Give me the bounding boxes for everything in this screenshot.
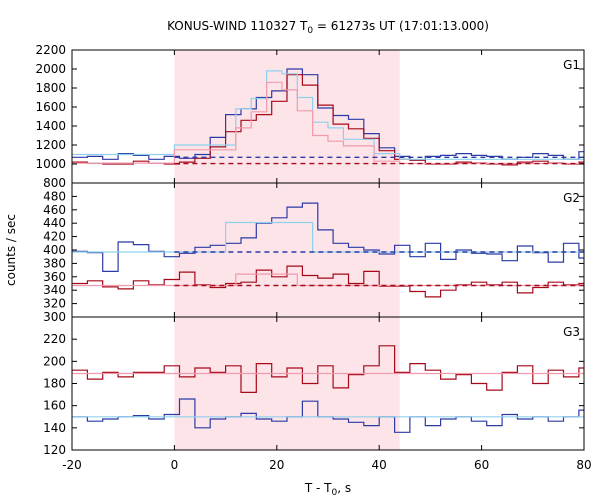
y-tick-label: 180 xyxy=(43,377,66,391)
y-tick-label: 1200 xyxy=(35,138,66,152)
y-tick-label: 2000 xyxy=(35,62,66,76)
x-tick-label: -20 xyxy=(62,458,82,472)
y-tick-label: 160 xyxy=(43,399,66,413)
x-tick-label: 20 xyxy=(269,458,284,472)
y-tick-label: 400 xyxy=(43,243,66,257)
y-tick-label: 380 xyxy=(43,256,66,270)
y-axis-label: counts / sec xyxy=(4,214,18,286)
panel-label: G1 xyxy=(563,58,580,72)
y-tick-label: 420 xyxy=(43,230,66,244)
y-tick-label: 120 xyxy=(43,443,66,457)
panel-g1: 800 1000 1200 1400 1600 1800 2000 2200 G1 xyxy=(35,43,585,190)
title-subscript: 0 xyxy=(307,26,313,36)
chart-title: KONUS-WIND 110327 T0 = 61273s UT (17:01:… xyxy=(167,19,489,36)
y-tick-label: 460 xyxy=(43,203,66,217)
x-label-subscript: 0 xyxy=(332,488,338,498)
y-tick-label: 300 xyxy=(43,310,66,324)
series-red-g3 xyxy=(72,345,584,393)
series-red-g1 xyxy=(72,74,584,166)
y-tick-label: 1600 xyxy=(35,100,66,114)
y-tick-label: 1800 xyxy=(35,81,66,95)
series-lightblue-g1 xyxy=(72,70,584,160)
x-tick-label: 60 xyxy=(474,458,489,472)
y-tick-label: 440 xyxy=(43,216,66,230)
x-axis-label: T - T0, s xyxy=(304,481,351,498)
series-pink-g2 xyxy=(72,273,584,287)
y-tick-label: 340 xyxy=(43,283,66,297)
y-tick-label: 1000 xyxy=(35,157,66,171)
y-tick-label: 200 xyxy=(43,354,66,368)
shaded-interval xyxy=(174,183,400,317)
x-tick-label: 40 xyxy=(372,458,387,472)
y-tick-label: 360 xyxy=(43,270,66,284)
shaded-interval xyxy=(174,317,400,450)
y-tick-label: 320 xyxy=(43,297,66,311)
y-tick-label: 480 xyxy=(43,189,66,203)
panel-label: G2 xyxy=(563,191,580,205)
panel-g3: 120 140 160 180 200 220 G3 xyxy=(43,316,585,457)
y-tick-label: 140 xyxy=(43,421,66,435)
x-tick-label: 80 xyxy=(576,458,591,472)
y-tick-label: 1400 xyxy=(35,119,66,133)
panel-label: G3 xyxy=(563,325,580,339)
x-tick-label: 0 xyxy=(171,458,179,472)
y-tick-label: 800 xyxy=(43,176,66,190)
series-pink-g1 xyxy=(72,81,584,165)
y-tick-label: 220 xyxy=(43,332,66,346)
series-red-g2 xyxy=(72,265,584,298)
y-tick-label: 2200 xyxy=(35,43,66,57)
